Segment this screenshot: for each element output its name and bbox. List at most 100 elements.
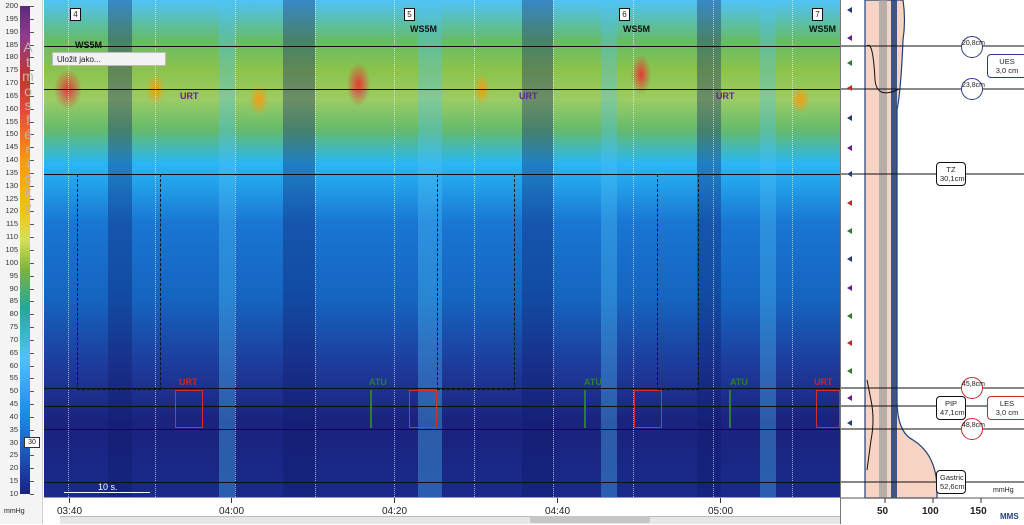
atmospheric-letter: k (24, 184, 32, 200)
x-tick (394, 498, 395, 503)
scale-tick-label: 185 (5, 39, 18, 49)
streak (418, 0, 442, 497)
pip-value: 47,1cm (940, 408, 965, 417)
scale-tick-mark (30, 288, 34, 290)
grid-vline (553, 0, 555, 497)
ues-top-position[interactable]: 20,8cm (961, 36, 985, 58)
swallow-box[interactable] (657, 174, 699, 390)
segment-box-red[interactable] (175, 390, 203, 428)
segment-box-red[interactable] (409, 390, 437, 428)
scale-tick-mark (30, 352, 34, 354)
swallow-tag: ATU (730, 377, 748, 387)
scale-tick-mark (30, 18, 34, 20)
scale-tick-label: 40 (9, 411, 18, 421)
scale-tick-label: 25 (9, 450, 18, 460)
scale-tick-mark (30, 250, 34, 251)
event-marker[interactable]: 6 (619, 8, 630, 21)
ues-upper-line[interactable] (44, 46, 840, 47)
segment-line-green (584, 390, 586, 428)
scale-tick-mark (30, 31, 34, 33)
scale-tick-label: 130 (5, 180, 18, 190)
scale-tick-label: 85 (9, 296, 18, 306)
sensor-arrow (847, 285, 852, 291)
scale-tick-mark (30, 70, 34, 72)
pressure-topography-plot[interactable]: WS5M WS5M WS5M WS5M 4 5 6 7 URT URT URT … (44, 0, 840, 497)
sensor-arrow (847, 420, 852, 426)
pip-line[interactable] (44, 406, 840, 407)
ues-lower-line[interactable] (44, 89, 840, 90)
les-lower-line[interactable] (44, 429, 840, 430)
scale-tick-label: 60 (9, 360, 18, 370)
horizontal-scrollbar[interactable] (60, 516, 840, 524)
scale-tick-label: 55 (9, 373, 18, 383)
segment-line-green (370, 390, 372, 428)
ues-bottom-position[interactable]: 23,8cm (961, 78, 985, 100)
tz-label: TZ (946, 165, 956, 174)
pip-label-box[interactable]: PIP 47,1cm (936, 396, 966, 420)
segment-box-red[interactable] (634, 390, 662, 428)
color-scale-bar (20, 6, 30, 494)
les-bottom-position[interactable]: 48,8cm (961, 418, 985, 440)
pressure-color-scale: 200 195 190 185 180 175 170 165 160 155 150 145 140 1… (0, 0, 43, 524)
scale-tick-mark (30, 172, 34, 174)
les-label-box[interactable]: LES 3,0 cm (987, 396, 1024, 420)
scale-tick-label: 100 (5, 257, 18, 267)
mms-logo: MMS (1000, 512, 1019, 521)
grid-vline (792, 0, 794, 497)
time-scale-label: 10 s. (98, 482, 118, 492)
scale-tick-label: 105 (5, 245, 18, 254)
scale-marker[interactable]: 30 (24, 437, 40, 448)
event-marker[interactable]: 4 (70, 8, 81, 21)
atmospheric-letter: t (26, 53, 30, 70)
les-upper-line[interactable] (44, 388, 840, 389)
les-top-position[interactable]: 45,8cm (961, 377, 985, 399)
scale-tick-label: 180 (5, 52, 18, 62)
scale-tick-mark (30, 134, 34, 136)
atmospheric-letter: A (23, 39, 33, 55)
gastric-line[interactable] (44, 482, 840, 483)
event-marker[interactable]: 5 (404, 8, 415, 21)
scale-tick-label: 165 (5, 90, 18, 100)
time-scale-bar (64, 492, 150, 493)
gastric-label-box[interactable]: Gastric 52,6cm (936, 470, 966, 494)
streak (601, 0, 618, 497)
scale-tick-mark (30, 275, 34, 277)
segment-box-red[interactable] (816, 390, 840, 428)
scale-tick-mark (30, 198, 34, 200)
scale-tick-mark (30, 481, 34, 483)
ues-label-box[interactable]: UES 3,0 cm (987, 54, 1024, 78)
streak (521, 0, 554, 497)
tz-label-box[interactable]: TZ 30,1cm (936, 162, 966, 186)
ws-label: WS5M (809, 24, 836, 34)
ues-label: UES (999, 57, 1015, 66)
sensor-arrow (847, 171, 852, 177)
scale-tick-mark (30, 108, 34, 110)
scrollbar-thumb[interactable] (530, 516, 650, 523)
scale-tick-mark (30, 57, 34, 59)
event-marker[interactable]: 7 (812, 8, 823, 21)
scale-tick-mark (30, 339, 34, 341)
profile-area (864, 0, 938, 499)
ws-label: WS5M (75, 40, 102, 50)
atmospheric-letter: m (22, 68, 34, 84)
sensor-arrow (847, 7, 852, 13)
scale-tick-mark (30, 95, 34, 97)
swallow-box[interactable] (437, 174, 515, 390)
atmospheric-letter: é (24, 126, 32, 142)
scale-tick-label: 30 (9, 437, 18, 447)
les-length: 3,0 cm (995, 408, 1019, 417)
ws-label: WS5M (623, 24, 650, 34)
scale-tick-mark (30, 365, 34, 367)
scale-tick-label: 50 (9, 386, 18, 396)
sensor-arrow (847, 35, 852, 41)
scale-tick-label: 95 (9, 270, 18, 280)
swallow-box[interactable] (77, 174, 161, 390)
gastric-label: Gastric (940, 473, 964, 482)
grid-vline (394, 0, 396, 497)
profile-graph (841, 0, 1024, 503)
swallow-tag: URT (519, 91, 538, 101)
streak (696, 0, 721, 497)
save-as-button[interactable]: Uložit jako... (52, 52, 166, 66)
scale-tick-mark (30, 160, 34, 162)
scale-tick-mark (30, 494, 34, 495)
